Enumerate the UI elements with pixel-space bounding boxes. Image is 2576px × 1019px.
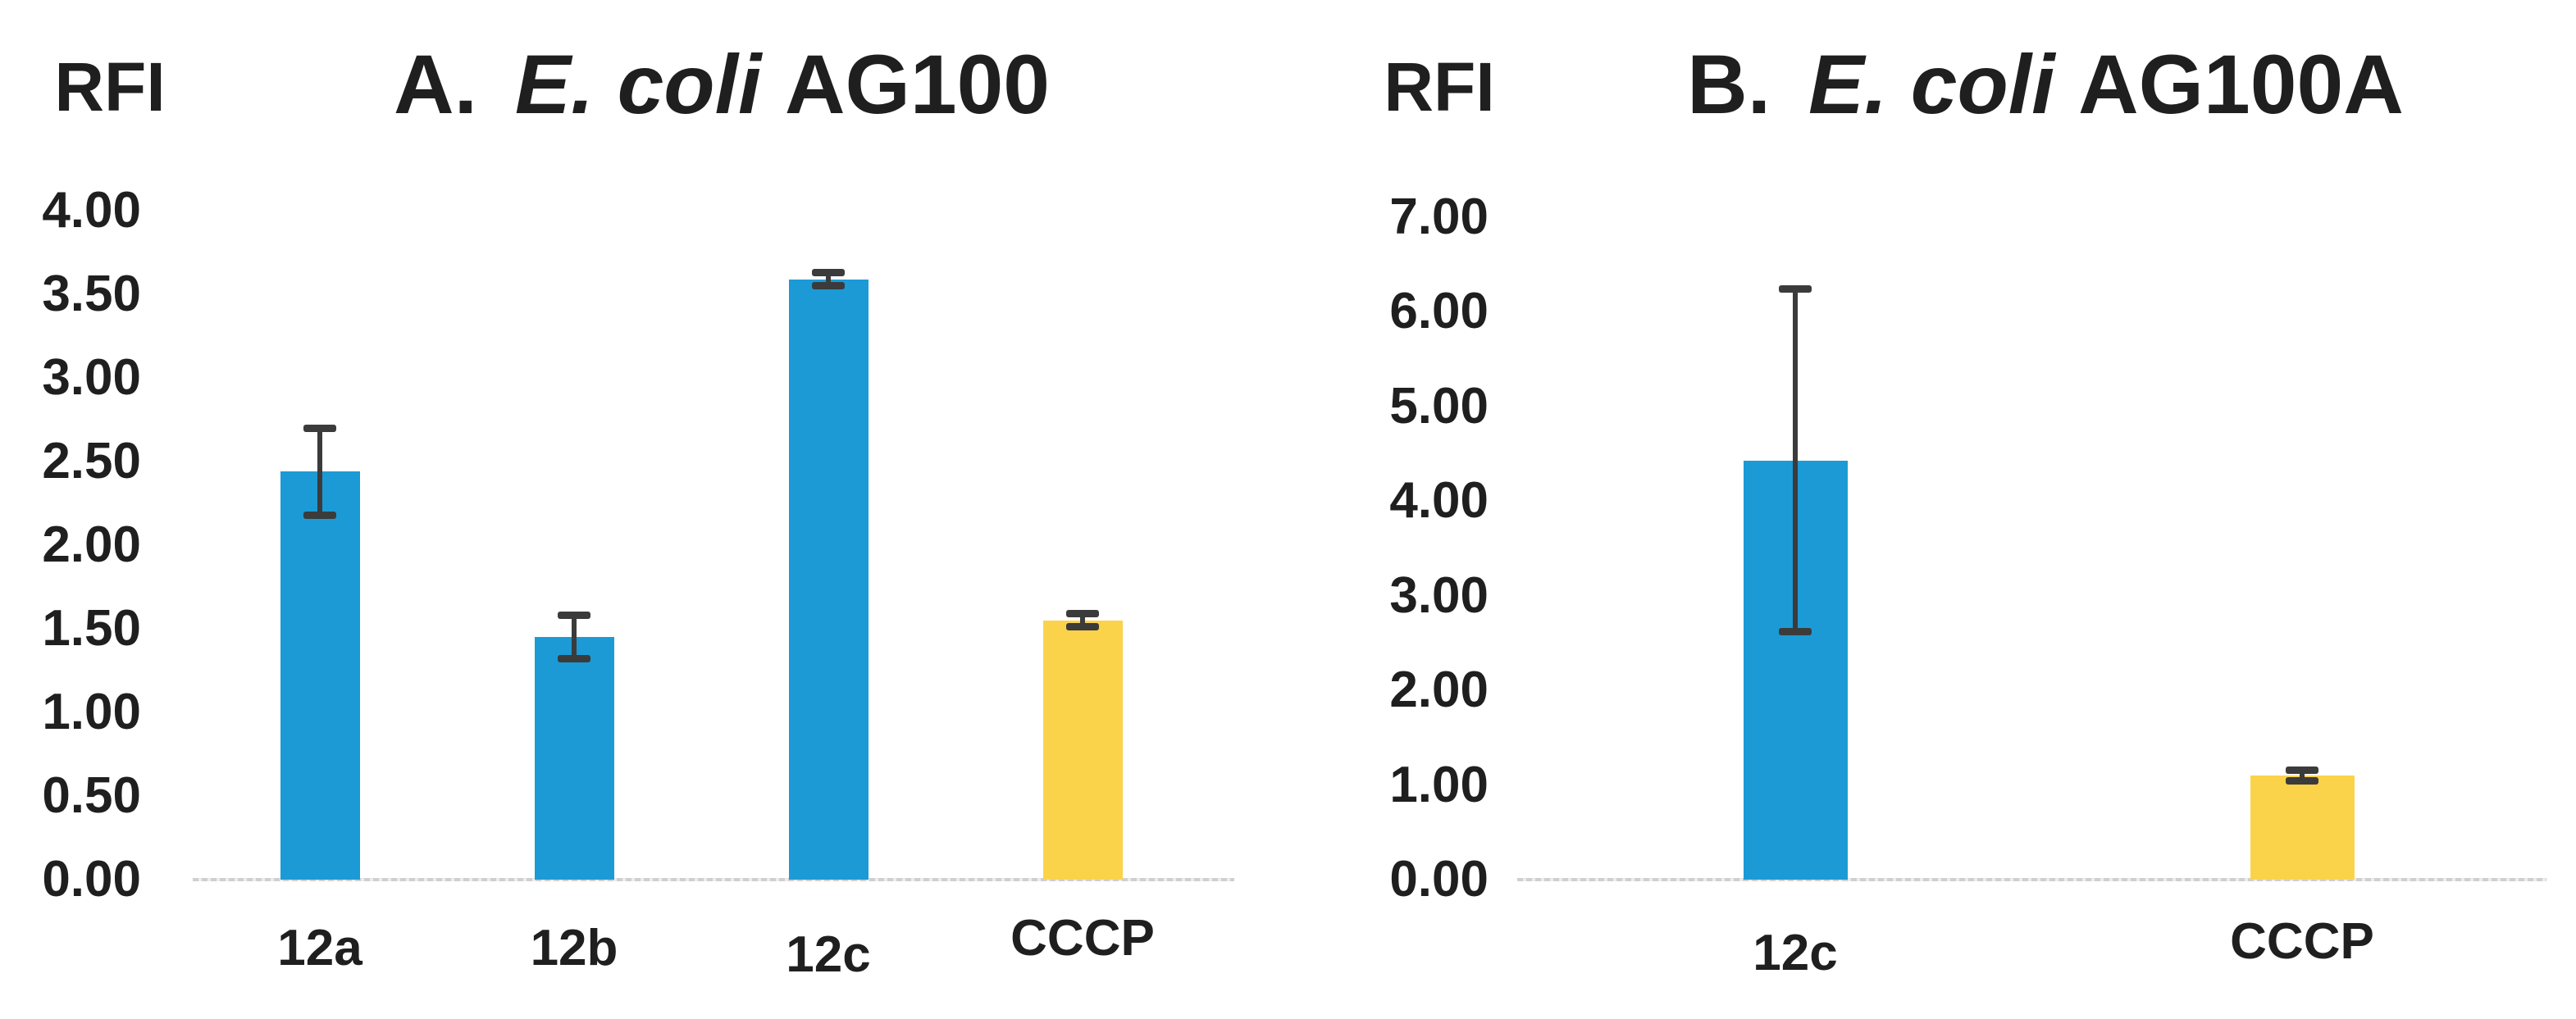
x-axis-line [1517,878,2546,881]
chart-title-species: E. coli [1808,38,2055,131]
error-bar-cap-top-CCCP [1066,610,1099,618]
y-tick-label-1.00: 1.00 [42,684,141,740]
y-tick-label-4.00: 4.00 [1389,472,1489,530]
bar-12a [280,471,360,880]
error-bar-cap-bottom-12c [812,282,845,290]
bar-CCCP [2250,776,2355,880]
bar-CCCP [1042,620,1123,880]
error-bar-CCCP [1080,613,1085,627]
error-bar-cap-bottom-12c [1779,628,1812,636]
chart-title-strain: AG100 [784,38,1051,131]
y-tick-label-5.00: 5.00 [1389,377,1489,434]
x-category-label-CCCP: CCCP [1010,910,1155,967]
y-tick-label-0.50: 0.50 [42,767,141,824]
x-category-label-12a: 12a [277,920,362,976]
error-bar-12a [317,428,322,516]
error-bar-cap-top-12c [812,268,845,276]
bar-12b [534,637,614,880]
error-bar-cap-bottom-CCCP [1066,623,1099,631]
chart-title: A. E. coli AG100 [394,43,1050,126]
chart-title-letter: B. [1687,38,1771,131]
y-axis-title: RFI [54,48,166,125]
y-tick-label-3.50: 3.50 [42,266,141,322]
y-tick-label-2.00: 2.00 [42,516,141,573]
y-tick-label-3.00: 3.00 [42,349,141,406]
x-category-label-12b: 12b [530,920,618,976]
y-tick-label-6.00: 6.00 [1389,283,1489,340]
error-bar-12c [826,272,831,286]
error-bar-cap-top-CCCP [2286,766,2318,774]
y-tick-label-2.00: 2.00 [1389,662,1489,719]
error-bar-cap-bottom-CCCP [2286,777,2318,785]
error-bar-12b [572,615,577,659]
y-tick-label-1.00: 1.00 [1389,756,1489,813]
bar-12c [788,279,869,880]
chart-title-species: E. coli [514,38,762,131]
error-bar-cap-bottom-12a [303,511,336,519]
y-tick-label-0.00: 0.00 [1389,851,1489,908]
y-axis-title: RFI [1384,48,1495,125]
chart-title: B. E. coli AG100A [1687,43,2404,126]
y-tick-label-4.00: 4.00 [42,182,141,239]
error-bar-cap-top-12b [558,612,590,620]
error-bar-CCCP [2300,770,2305,781]
error-bar-cap-top-12a [303,424,336,432]
y-tick-label-1.50: 1.50 [42,600,141,657]
error-bar-cap-bottom-12b [558,655,590,663]
error-bar-cap-top-12c [1779,285,1812,293]
x-axis-line [193,878,1234,881]
chart-title-strain: AG100A [2078,38,2404,131]
y-tick-label-7.00: 7.00 [1389,189,1489,245]
chart-title-letter: A. [393,38,477,131]
x-category-label-12c: 12c [786,926,871,983]
y-tick-label-3.00: 3.00 [1389,566,1489,624]
x-category-label-12c: 12c [1753,925,1838,981]
error-bar-12c [1793,289,1798,632]
y-tick-label-0.00: 0.00 [42,851,141,908]
x-category-label-CCCP: CCCP [2230,913,2374,970]
y-tick-label-2.50: 2.50 [42,433,141,489]
